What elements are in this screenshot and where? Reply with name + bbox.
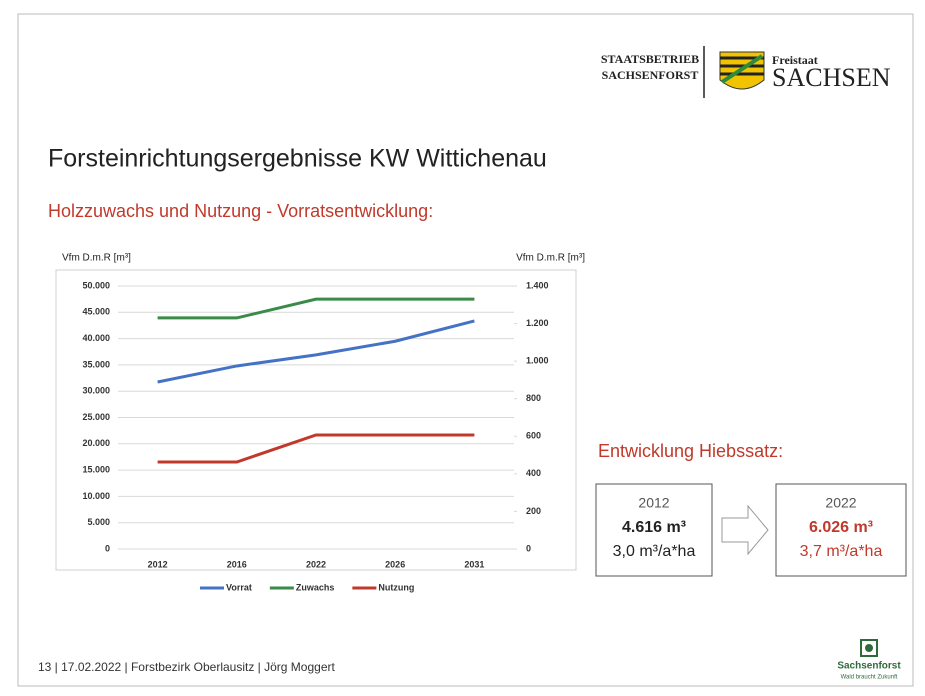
- series-line: [157, 433, 475, 464]
- series-line: [157, 297, 475, 320]
- y-axis-label: Vfm D.m.R [m³]: [62, 253, 131, 264]
- crest: [719, 51, 765, 90]
- x-tick-label: 2022: [306, 559, 326, 569]
- y2-tick-label: 1.400: [526, 280, 549, 290]
- org-line1: STAATSBETRIEB: [601, 52, 699, 66]
- x-tick-label: 2016: [227, 559, 247, 569]
- state-big: SACHSEN: [772, 63, 891, 92]
- box-year: 2012: [638, 495, 669, 511]
- box-per-ha: 3,7 m³/a*ha: [800, 543, 883, 560]
- x-tick-label: 2012: [148, 559, 168, 569]
- hiebssatz-heading: Entwicklung Hiebssatz:: [598, 441, 783, 461]
- hiebssatz-box: [775, 483, 907, 577]
- slide-title: Forsteinrichtungsergebnisse KW Wittichen…: [48, 145, 547, 173]
- y2-tick-label: 0: [526, 543, 531, 553]
- slide-subtitle: Holzzuwachs und Nutzung - Vorratsentwick…: [48, 201, 433, 221]
- footer-logo-name: Sachsenforst: [837, 661, 901, 672]
- box-total: 4.616 m³: [622, 519, 686, 536]
- chart-frame: [55, 269, 577, 571]
- box-per-ha: 3,0 m³/a*ha: [613, 543, 696, 560]
- y-tick-label: 25.000: [82, 412, 110, 422]
- state-small: Freistaat: [772, 53, 818, 67]
- y2-tick-label: 600: [526, 431, 541, 441]
- y-tick-label: 30.000: [82, 386, 110, 396]
- y2-tick-label: 200: [526, 506, 541, 516]
- series-line: [157, 319, 475, 384]
- y-tick-label: 20.000: [82, 438, 110, 448]
- hiebssatz-box: [595, 483, 713, 577]
- y2-axis-label: Vfm D.m.R [m³]: [516, 253, 585, 264]
- footer-logo: [860, 639, 878, 657]
- y-tick-label: 40.000: [82, 333, 110, 343]
- legend-label: Nutzung: [378, 582, 414, 592]
- footer-logo-slogan: Wald braucht Zukunft: [841, 675, 898, 681]
- legend-label: Zuwachs: [296, 582, 335, 592]
- box-arrow: [721, 504, 769, 556]
- y-tick-label: 5.000: [87, 517, 110, 527]
- x-tick-label: 2031: [464, 559, 484, 569]
- y-tick-label: 50.000: [82, 280, 110, 290]
- y-tick-label: 35.000: [82, 359, 110, 369]
- y2-tick-label: 400: [526, 468, 541, 478]
- y2-tick-label: 1.000: [526, 356, 549, 366]
- x-tick-label: 2026: [385, 559, 405, 569]
- y-tick-label: 10.000: [82, 491, 110, 501]
- y-tick-label: 0: [105, 543, 110, 553]
- org-line2: SACHSENFORST: [602, 68, 699, 82]
- y2-tick-label: 800: [526, 393, 541, 403]
- footer-text: 13 | 17.02.2022 | Forstbezirk Oberlausit…: [38, 660, 335, 674]
- box-total: 6.026 m³: [809, 519, 873, 536]
- y-tick-label: 15.000: [82, 464, 110, 474]
- box-year: 2022: [825, 495, 856, 511]
- y2-tick-label: 1.200: [526, 318, 549, 328]
- legend-label: Vorrat: [226, 582, 252, 592]
- y-tick-label: 45.000: [82, 307, 110, 317]
